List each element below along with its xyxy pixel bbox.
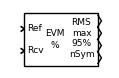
Text: Ref: Ref [27, 24, 42, 33]
Bar [24, 13, 98, 66]
Text: max: max [72, 29, 91, 38]
Text: nSym: nSym [69, 50, 94, 59]
Text: 95%: 95% [71, 39, 92, 48]
Text: %: % [51, 41, 60, 50]
Text: EVM: EVM [45, 29, 65, 38]
Text: Rcv: Rcv [27, 46, 43, 55]
Text: RMS: RMS [72, 18, 91, 27]
